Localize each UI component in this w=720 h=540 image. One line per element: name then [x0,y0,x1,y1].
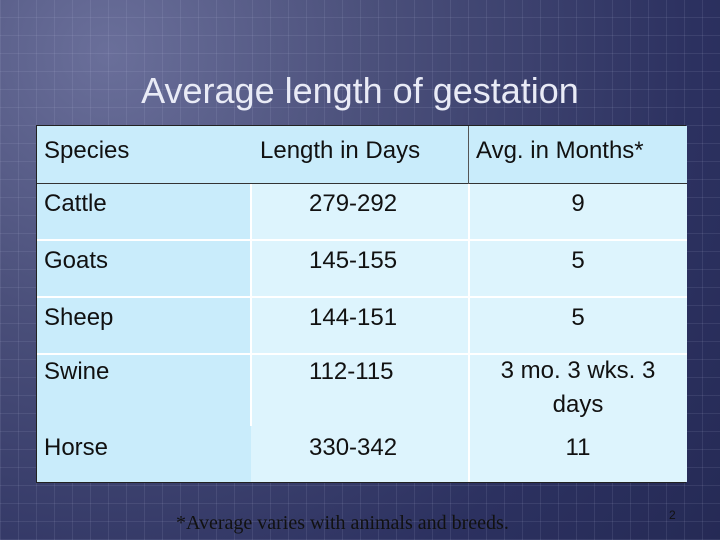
header-avg-months: Avg. in Months* [469,126,687,184]
column-divider [468,184,470,482]
gestation-table: Species Length in Days Avg. in Months* C… [36,125,687,483]
cell-species: Horse [37,426,251,482]
header-length-days: Length in Days [251,126,469,184]
cell-days: 145-155 [251,240,469,297]
cell-months: 3 mo. 3 wks. 3 days [469,354,687,426]
cell-species: Goats [37,240,251,297]
cell-months: 5 [469,240,687,297]
cell-days: 279-292 [251,184,469,240]
table-row-horse: Horse 330-342 11 [37,426,687,482]
column-divider [250,184,252,426]
slide-title: Average length of gestation [141,70,579,111]
table-row-goats: Goats 145-155 5 [37,240,687,297]
cell-species: Swine [37,354,251,426]
footnote: *Average varies with animals and breeds. [176,512,509,534]
row-divider [37,239,687,241]
table-row-swine: Swine 112-115 3 mo. 3 wks. 3 days [37,354,687,426]
cell-species: Sheep [37,297,251,354]
row-divider [37,353,687,355]
row-divider [37,183,687,184]
table-row-sheep: Sheep 144-151 5 [37,297,687,354]
row-divider [37,296,687,298]
cell-species: Cattle [37,184,251,240]
header-column-divider [468,126,469,184]
cell-days: 330-342 [251,426,469,482]
cell-months: 9 [469,184,687,240]
page-number: 2 [669,508,676,522]
cell-months: 5 [469,297,687,354]
table-row-cattle: Cattle 279-292 9 [37,184,687,240]
header-species: Species [37,126,251,184]
table-header-row: Species Length in Days Avg. in Months* [37,126,687,184]
cell-months: 11 [469,426,687,482]
cell-days: 112-115 [251,354,469,426]
cell-days: 144-151 [251,297,469,354]
